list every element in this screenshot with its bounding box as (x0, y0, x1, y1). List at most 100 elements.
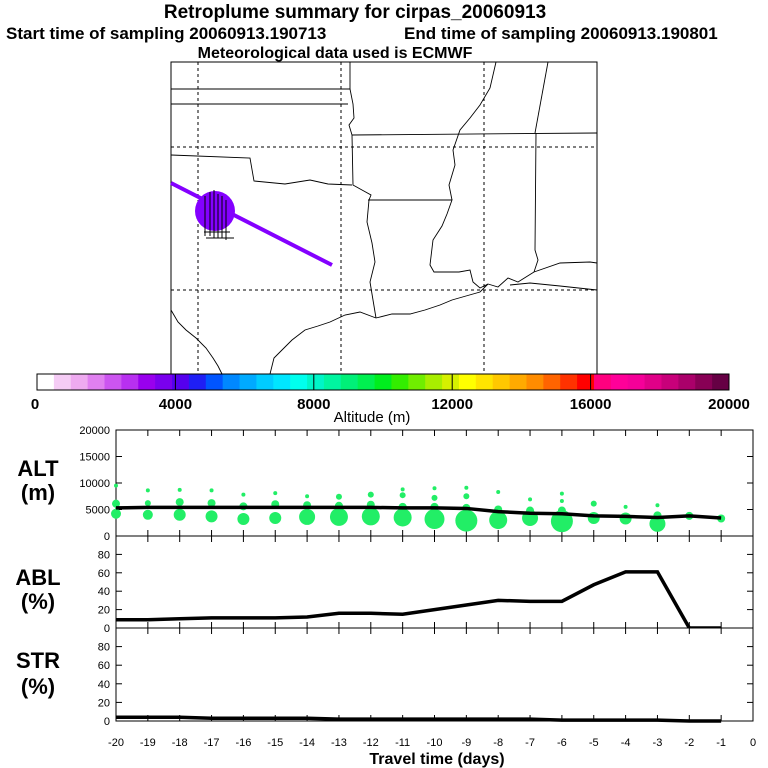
colorbar-tick-label: 0 (31, 396, 39, 413)
x-tick-label: -4 (621, 737, 631, 749)
colorbar-swatch (222, 374, 241, 390)
x-tick-label: -20 (108, 737, 124, 749)
altitude-bubble (528, 497, 533, 502)
x-tick-label: -9 (461, 737, 471, 749)
x-tick-label: -12 (363, 737, 379, 749)
x-tick-label: -8 (493, 737, 503, 749)
colorbar-swatch (104, 374, 122, 390)
panel-unit-abl: (%) (21, 589, 55, 614)
colorbar-tick-label: 8000 (297, 396, 330, 413)
altitude-bubble (424, 509, 445, 530)
colorbar-swatch (593, 374, 612, 390)
altitude-bubble (335, 493, 342, 500)
colorbar-swatch (695, 374, 713, 390)
panel-alt: 0 5000 10000 15000 20000 ALT(m) (17, 425, 754, 543)
x-tick-label: -17 (204, 737, 220, 749)
colorbar-swatch (121, 374, 139, 390)
map-panel (170, 61, 598, 375)
y-tick-label: 80 (98, 549, 110, 561)
y-tick-label: 10000 (79, 478, 110, 490)
altitude-bubble (112, 499, 120, 508)
x-tick-label: -19 (140, 737, 156, 749)
y-tick-label: 0 (104, 716, 110, 728)
y-tick-label: 20000 (79, 425, 110, 437)
release-column-marks (204, 190, 234, 240)
colorbar-swatch (509, 374, 527, 390)
panel-str: 0 20 40 60 80 STR(%) (16, 627, 754, 728)
colorbar-swatch (323, 374, 342, 390)
y-tick-label: 60 (98, 660, 110, 672)
colorbar-swatch (172, 374, 190, 390)
colorbar-swatch (290, 374, 308, 390)
altitude-bubble (241, 492, 246, 497)
altitude-bubble (273, 491, 278, 496)
altitude-bubble (431, 494, 438, 501)
colorbar-swatch (442, 374, 460, 390)
altitude-bubble (177, 487, 182, 492)
colorbar-swatch (543, 374, 561, 390)
altitude-bubble (209, 488, 214, 493)
altitude-bubble (559, 499, 564, 504)
colorbar-swatch (87, 374, 106, 390)
y-tick-label: 20 (98, 605, 110, 617)
panel-frame (115, 627, 754, 722)
altitude-bubble (649, 515, 666, 532)
altitude-bubble (399, 492, 406, 499)
altitude-bubble (269, 511, 282, 524)
y-tick-label: 40 (98, 679, 110, 691)
panel-frame (115, 535, 754, 629)
y-tick-label: 5000 (86, 505, 110, 517)
panel-label-alt: ALT (17, 456, 59, 481)
altitude-bubble (207, 499, 216, 508)
altitude-bubble (587, 511, 600, 524)
colorbar-swatch (475, 374, 494, 390)
colorbar-swatch (627, 374, 646, 390)
release-location-marker (195, 191, 235, 231)
colorbar-swatch (610, 374, 629, 390)
colorbar-swatch (138, 374, 156, 390)
colorbar-swatch (425, 374, 443, 390)
colorbar-tick-label: 4000 (159, 396, 192, 413)
altitude-colorbar: 0 4000 8000 12000 16000 20000 (31, 373, 750, 413)
altitude-bubble (111, 508, 121, 519)
colorbar-swatch (205, 374, 224, 390)
altitude-bubble (367, 491, 374, 498)
x-tick-label: -11 (395, 737, 410, 749)
colorbar-swatch (526, 374, 544, 390)
altitude-bubble (361, 507, 380, 526)
colorbar-swatch (53, 374, 72, 390)
altitude-bubble (329, 507, 348, 526)
plume-trajectory (170, 181, 333, 267)
altitude-bubble (173, 508, 186, 521)
colorbar-swatch (577, 374, 595, 390)
altitude-bubble (590, 500, 597, 507)
x-tick-label: -15 (267, 737, 283, 749)
start-time-label: Start time of sampling 20060913.190713 (6, 24, 327, 43)
figure-title: Retroplume summary for cirpas_20060913 (163, 2, 547, 23)
altitude-bubble (393, 508, 412, 527)
x-tick-label: -14 (299, 737, 315, 749)
x-axis-label: Travel time (days) (369, 751, 504, 768)
colorbar-swatch (357, 374, 376, 390)
colorbar-tick-label: 20000 (708, 396, 750, 413)
altitude-bubble (299, 508, 316, 525)
x-tick-label: -7 (525, 737, 535, 749)
colorbar-swatch (374, 374, 392, 390)
colorbar-swatch (661, 374, 679, 390)
colorbar-swatch (408, 374, 426, 390)
colorbar-label: Altitude (m) (334, 409, 411, 426)
x-tick-label: -3 (653, 737, 663, 749)
altitude-bubble (455, 509, 478, 532)
altitude-bubble (489, 511, 508, 530)
panel-unit-alt: (m) (21, 480, 55, 505)
map-frame (170, 61, 598, 375)
colorbar-swatch (458, 374, 477, 390)
altitude-bubble (305, 494, 310, 499)
colorbar-swatch (678, 374, 696, 390)
timeseries-panels: 05000100001500020000ALT(m)020406080ABL(%… (15, 425, 756, 768)
altitude-bubble (623, 504, 628, 509)
altitude-bubble (432, 486, 437, 491)
altitude-bubble (144, 500, 151, 507)
abl-line (116, 570, 722, 630)
